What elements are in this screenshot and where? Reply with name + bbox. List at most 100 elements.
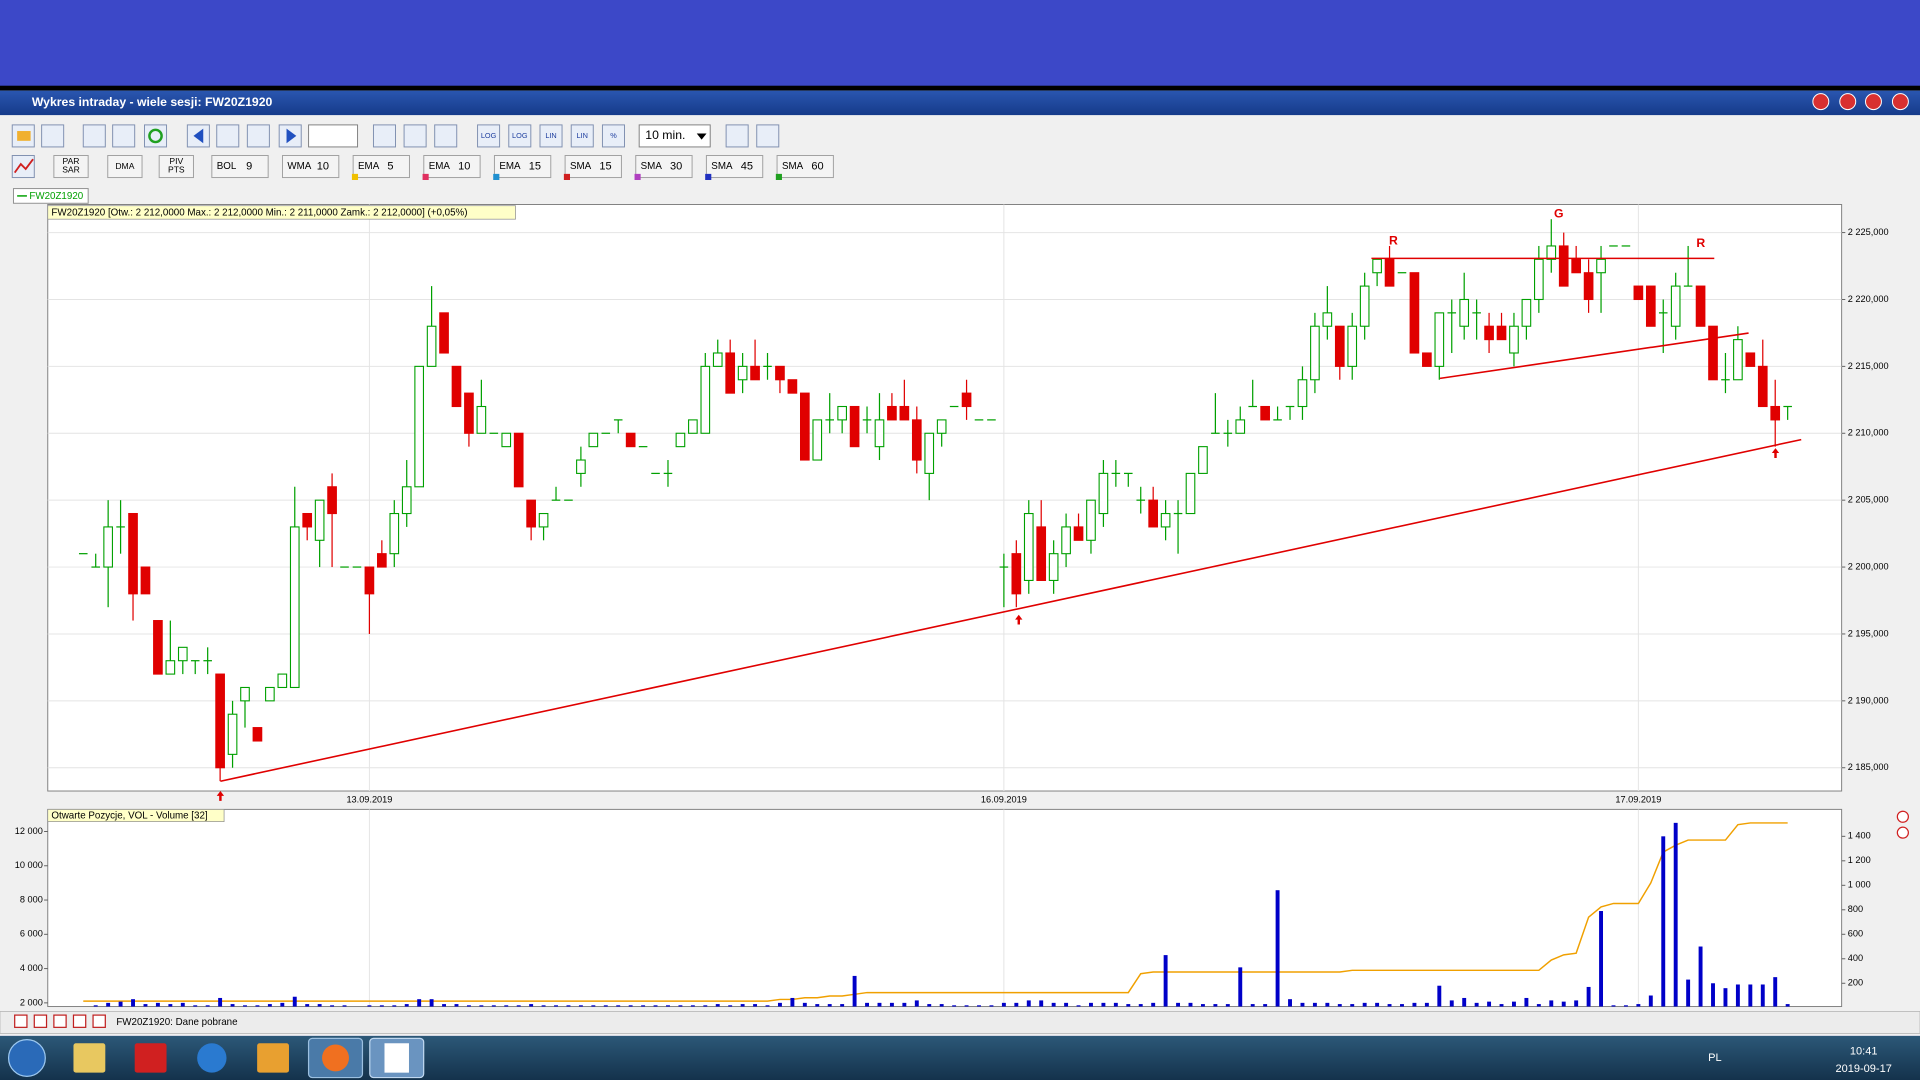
start-button[interactable]	[7, 1038, 46, 1077]
zoom-in-button[interactable]	[216, 124, 240, 148]
volume-bar	[1673, 822, 1678, 1007]
status-icon[interactable]	[72, 1014, 87, 1028]
indicator-param: 15	[599, 160, 611, 172]
candle-body	[1422, 352, 1432, 367]
volume-bar	[1250, 1004, 1255, 1007]
candle-body	[128, 512, 138, 595]
tool-button[interactable]	[158, 155, 194, 179]
volume-bar	[205, 1005, 210, 1007]
volume-bar	[491, 1005, 496, 1007]
candle-body	[1695, 285, 1706, 327]
indicator-button[interactable]	[564, 155, 622, 179]
volume-bar	[927, 1004, 932, 1007]
clock-date: 2019-09-17	[1835, 1063, 1891, 1075]
series-tab[interactable]	[12, 188, 89, 204]
indicator-button[interactable]	[493, 155, 552, 179]
candle-body	[936, 419, 947, 434]
language: PL	[1708, 1052, 1721, 1064]
interval-select[interactable]	[638, 124, 711, 148]
taskbar-app[interactable]	[257, 1043, 289, 1073]
indicator-button[interactable]	[211, 155, 269, 179]
volume-bar	[566, 1005, 571, 1007]
line-chart-button[interactable]	[372, 124, 396, 148]
zoom-reset-button[interactable]	[82, 124, 106, 148]
zoom-out-button[interactable]	[246, 124, 270, 148]
scale-button[interactable]	[508, 124, 532, 148]
help-button[interactable]	[1812, 93, 1830, 111]
indicator-name: EMA	[358, 161, 380, 172]
indicator-button[interactable]	[776, 155, 834, 179]
scale-button[interactable]	[570, 124, 594, 148]
minimize-button[interactable]	[1839, 93, 1857, 111]
scale-button[interactable]	[601, 124, 625, 148]
volume-bar	[1126, 1004, 1131, 1007]
scale-button[interactable]	[477, 124, 501, 148]
status-icon[interactable]	[53, 1014, 67, 1028]
candle-body	[513, 432, 524, 488]
volume-bar	[1263, 1004, 1268, 1007]
arrow	[1015, 614, 1023, 625]
refresh-button[interactable]	[144, 124, 168, 148]
volume-bar	[429, 999, 434, 1007]
volume-bar	[1039, 1000, 1044, 1007]
candle-body	[240, 686, 250, 702]
volume-bar	[1785, 1004, 1790, 1007]
edit-button[interactable]	[756, 124, 780, 148]
taskbar-app[interactable]	[73, 1043, 106, 1073]
status-icon[interactable]	[92, 1014, 106, 1028]
indicator-color	[563, 173, 570, 180]
close-button[interactable]	[1891, 93, 1909, 111]
tool-button-label: SAR	[62, 164, 80, 174]
volume-bar	[417, 999, 422, 1007]
volume-bar	[1288, 999, 1292, 1007]
bar-chart-button[interactable]	[403, 124, 427, 148]
candle-body	[812, 419, 823, 461]
y-tick-label: 8 000	[20, 894, 43, 904]
colors-button[interactable]	[725, 124, 749, 148]
sound-button[interactable]	[112, 124, 136, 148]
volume-bar	[1512, 1001, 1516, 1007]
volume-bar	[591, 1005, 596, 1007]
save-button[interactable]	[41, 124, 65, 148]
title-box	[47, 205, 516, 220]
candle-body	[401, 486, 412, 515]
tool-button[interactable]	[53, 155, 89, 179]
taskbar-app[interactable]	[134, 1043, 167, 1073]
candle-body	[911, 419, 922, 461]
indicator-button[interactable]	[705, 155, 764, 179]
indicator-button[interactable]	[423, 155, 481, 179]
y-tick-label: 2 225,000	[1848, 227, 1889, 237]
volume-bar	[1748, 984, 1753, 1007]
candle-body	[1633, 285, 1644, 301]
tool-button[interactable]	[107, 155, 143, 179]
maximize-button[interactable]	[1865, 93, 1882, 111]
tool-button-label: DMA	[115, 161, 134, 171]
tool-button-label: PAR	[63, 156, 80, 166]
indicator-button[interactable]	[281, 155, 340, 179]
candle-chart-button[interactable]	[434, 124, 458, 148]
panel-settings-button[interactable]	[1896, 826, 1909, 839]
volume-bar	[989, 1005, 994, 1007]
candle-body	[1496, 325, 1507, 341]
volume-bar	[1536, 1004, 1541, 1007]
icon	[384, 1043, 409, 1073]
volume-bar	[877, 1002, 882, 1007]
volume-bar	[442, 1004, 447, 1007]
candle-body	[899, 405, 910, 421]
candle-body	[1571, 258, 1581, 274]
title-box	[47, 809, 225, 822]
close-panel-button[interactable]	[1896, 810, 1909, 823]
indicator-button[interactable]	[635, 155, 693, 179]
range-select[interactable]	[308, 124, 359, 148]
status-icon[interactable]	[14, 1014, 28, 1028]
taskbar-app[interactable]	[197, 1043, 227, 1073]
volume-bar	[889, 1002, 894, 1007]
status-icon[interactable]	[33, 1014, 48, 1028]
volume-bar	[1760, 984, 1765, 1007]
candle-body	[1372, 258, 1382, 274]
candle-body	[1235, 419, 1246, 434]
scale-button[interactable]	[539, 124, 563, 148]
indicator-button[interactable]	[352, 155, 410, 179]
volume-bar	[541, 1005, 546, 1007]
